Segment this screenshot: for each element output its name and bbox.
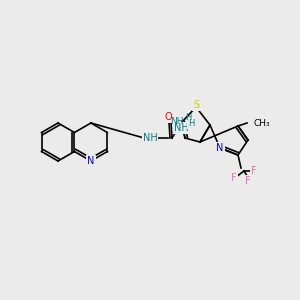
Text: N: N bbox=[216, 143, 224, 153]
Text: F: F bbox=[251, 166, 257, 176]
Text: F: F bbox=[245, 176, 251, 186]
Text: H: H bbox=[185, 112, 191, 122]
Text: NH: NH bbox=[142, 133, 158, 143]
Text: O: O bbox=[164, 112, 172, 122]
Text: CH₃: CH₃ bbox=[253, 118, 270, 127]
Text: NH: NH bbox=[174, 123, 188, 133]
Text: NH: NH bbox=[170, 118, 184, 127]
Text: S: S bbox=[193, 100, 199, 110]
Text: N: N bbox=[87, 156, 94, 166]
Text: H: H bbox=[188, 119, 194, 128]
Text: F: F bbox=[231, 173, 237, 183]
